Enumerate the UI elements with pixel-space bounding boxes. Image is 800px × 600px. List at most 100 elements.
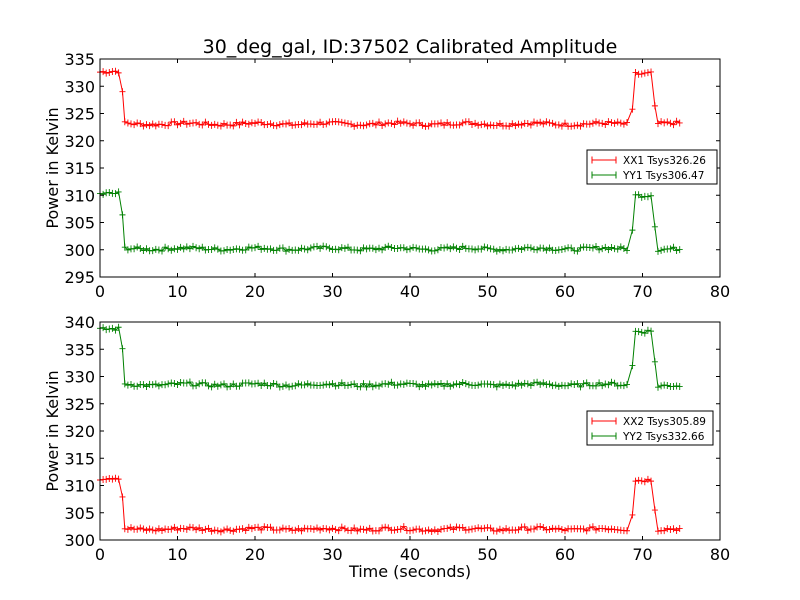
data-point <box>376 118 382 126</box>
data-point <box>372 246 379 254</box>
data-point <box>276 383 283 391</box>
data-point <box>620 244 627 252</box>
data-point <box>403 246 410 254</box>
data-point <box>444 524 451 532</box>
data-point <box>552 246 559 254</box>
data-point <box>472 525 479 533</box>
x-tick-label: 60 <box>555 545 575 564</box>
data-point <box>655 383 661 391</box>
data-point <box>177 379 184 387</box>
data-point <box>143 245 150 253</box>
data-point <box>159 247 165 255</box>
data-point <box>335 246 342 254</box>
data-point <box>651 102 658 110</box>
bottom-plot: 0 10 20 30 40 50 60 70 80 300 305 310 315 320 325 330 33… <box>43 313 730 564</box>
data-point <box>152 527 159 535</box>
data-point <box>205 382 212 390</box>
data-point <box>131 121 138 129</box>
data-point <box>673 382 680 390</box>
data-point <box>493 121 500 129</box>
data-point <box>515 244 522 252</box>
data-point <box>236 121 243 129</box>
series-line-yy2 <box>99 326 680 388</box>
data-point <box>500 247 506 255</box>
data-point <box>193 526 200 534</box>
data-point <box>183 525 190 533</box>
data-point <box>521 523 528 531</box>
data-point <box>149 526 156 534</box>
data-point <box>121 118 128 126</box>
data-point <box>112 67 119 75</box>
data-point <box>174 526 181 534</box>
data-point <box>472 119 479 127</box>
data-point <box>363 383 370 391</box>
data-point <box>242 120 249 128</box>
data-point <box>459 119 466 127</box>
data-point <box>599 119 606 127</box>
y-tick-label: 320 <box>64 422 95 441</box>
data-point <box>227 526 234 534</box>
data-point <box>134 382 141 390</box>
data-point <box>121 380 128 388</box>
data-point <box>128 120 134 128</box>
data-point <box>140 525 147 533</box>
data-point <box>119 493 126 501</box>
data-point <box>224 383 231 391</box>
data-point <box>531 118 537 126</box>
data-point <box>230 245 237 253</box>
data-point <box>335 381 342 389</box>
y-tick-label: 325 <box>64 105 95 124</box>
data-point <box>568 244 575 252</box>
data-point <box>165 380 172 388</box>
data-point <box>397 525 404 533</box>
data-point <box>298 121 305 129</box>
data-point <box>453 380 460 388</box>
data-point <box>379 246 386 254</box>
data-point <box>512 382 519 390</box>
data-point <box>258 245 265 253</box>
data-point <box>605 526 612 534</box>
data-point <box>400 118 407 126</box>
data-point <box>289 382 296 390</box>
data-point <box>521 379 528 387</box>
data-point <box>338 118 345 126</box>
data-point <box>310 381 317 389</box>
data-point <box>641 478 648 486</box>
data-point <box>351 380 358 388</box>
data-point <box>568 380 575 388</box>
data-point <box>422 527 429 535</box>
data-point <box>168 379 175 387</box>
data-point <box>155 246 162 254</box>
data-point <box>394 244 401 252</box>
data-point <box>670 525 677 533</box>
data-point <box>159 527 165 535</box>
data-point <box>546 380 553 388</box>
data-point <box>323 380 330 388</box>
data-point <box>605 381 612 389</box>
data-point <box>112 474 119 482</box>
data-point <box>620 120 627 128</box>
data-point <box>369 244 376 252</box>
data-point <box>655 120 661 128</box>
data-point <box>283 525 289 533</box>
data-point <box>224 525 231 533</box>
data-point <box>524 380 531 388</box>
data-point <box>283 247 289 255</box>
data-point <box>106 188 113 196</box>
data-point <box>531 525 537 533</box>
data-point <box>667 245 674 253</box>
data-point <box>230 527 237 535</box>
data-point <box>422 245 429 253</box>
data-point <box>236 525 243 533</box>
data-point <box>465 381 472 389</box>
data-point <box>168 525 175 533</box>
data-point <box>661 527 668 535</box>
data-point <box>298 244 305 252</box>
x-tick-label: 10 <box>167 282 187 301</box>
data-point <box>119 211 126 219</box>
data-point <box>301 245 308 253</box>
data-point <box>447 245 454 253</box>
data-point <box>124 525 131 533</box>
data-point <box>524 243 531 251</box>
data-point <box>323 525 330 533</box>
